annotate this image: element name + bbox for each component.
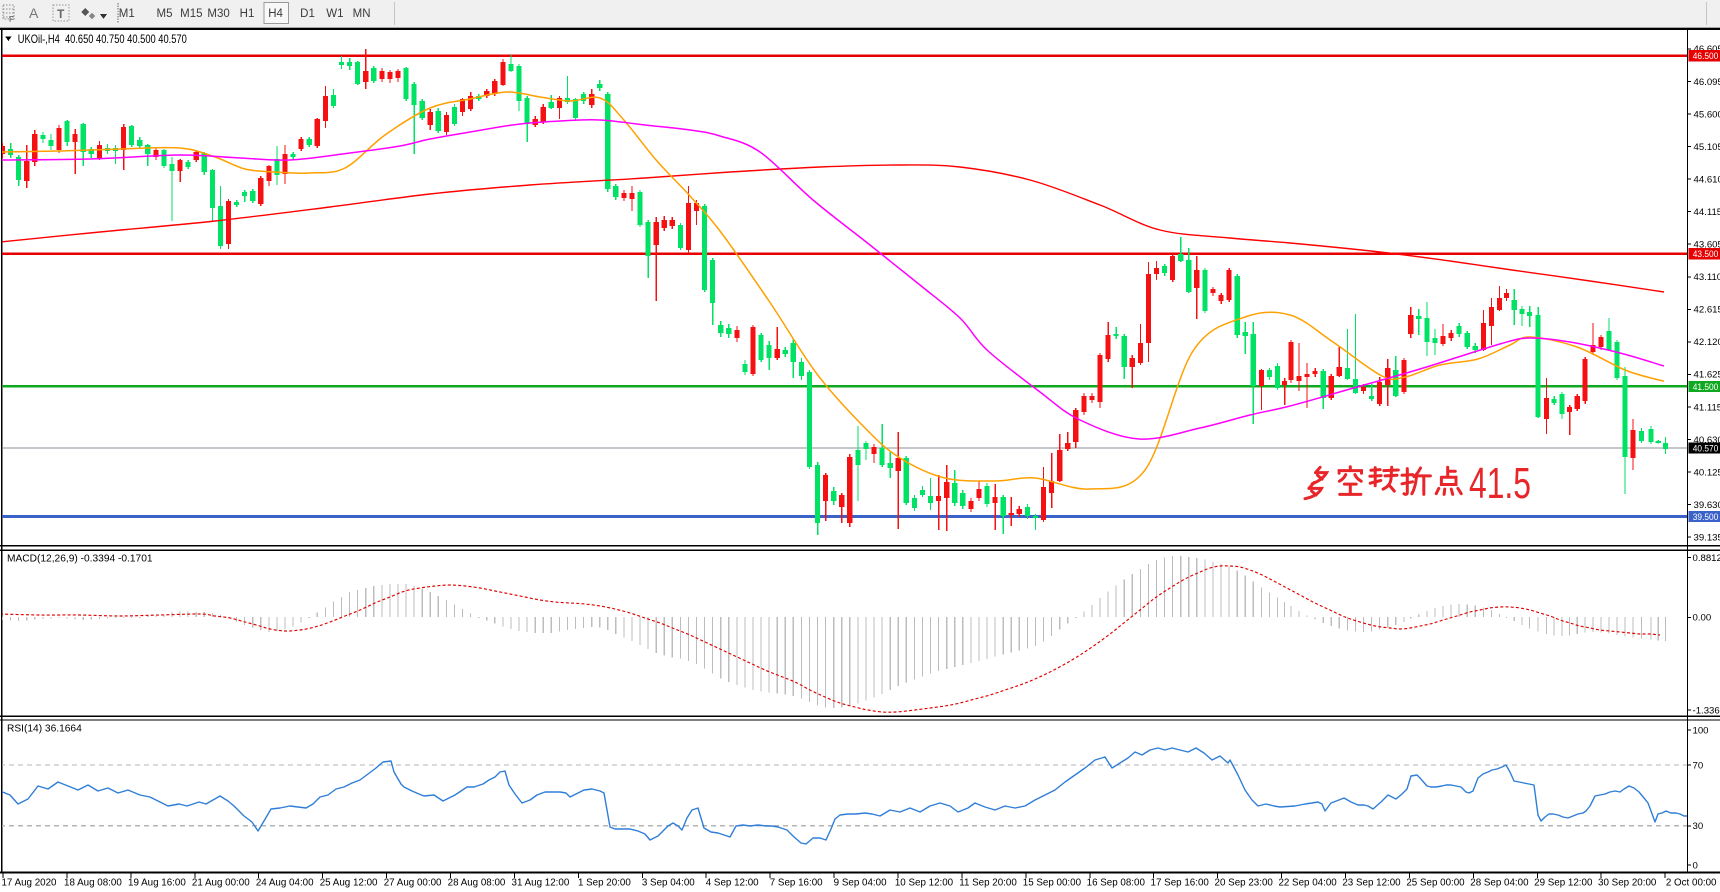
svg-text:70: 70	[1693, 760, 1704, 771]
svg-text:18 Aug 08:00: 18 Aug 08:00	[64, 878, 122, 889]
svg-text:45.600: 45.600	[1694, 109, 1720, 120]
svg-text:27 Aug 00:00: 27 Aug 00:00	[384, 878, 442, 889]
svg-text:40.570: 40.570	[1693, 443, 1719, 454]
svg-text:M30: M30	[207, 8, 229, 20]
svg-text:19 Aug 16:00: 19 Aug 16:00	[128, 878, 186, 889]
svg-text:40.630: 40.630	[1694, 435, 1720, 446]
svg-text:30: 30	[1693, 821, 1704, 832]
svg-text:17 Sep 16:00: 17 Sep 16:00	[1151, 878, 1210, 889]
svg-text:28 Aug 08:00: 28 Aug 08:00	[448, 878, 506, 889]
svg-text:4 Sep 12:00: 4 Sep 12:00	[706, 878, 759, 889]
svg-text:F: F	[9, 15, 14, 24]
svg-text:46.095: 46.095	[1694, 77, 1720, 88]
svg-text:RSI(14) 36.1664: RSI(14) 36.1664	[7, 724, 82, 735]
svg-text:H4: H4	[268, 8, 283, 20]
svg-text:9 Sep 04:00: 9 Sep 04:00	[834, 878, 887, 889]
svg-text:42.120: 42.120	[1694, 337, 1720, 348]
svg-text:16 Sep 08:00: 16 Sep 08:00	[1087, 878, 1146, 889]
svg-text:15 Sep 00:00: 15 Sep 00:00	[1023, 878, 1082, 889]
svg-text:44.115: 44.115	[1694, 207, 1720, 218]
svg-text:40.125: 40.125	[1694, 467, 1720, 478]
svg-text:25 Sep 00:00: 25 Sep 00:00	[1406, 878, 1465, 889]
svg-text:43.500: 43.500	[1693, 249, 1719, 260]
svg-text:39.500: 39.500	[1693, 512, 1719, 523]
svg-text:39.630: 39.630	[1694, 500, 1720, 511]
svg-text:10 Sep 12:00: 10 Sep 12:00	[895, 878, 954, 889]
svg-text:20 Sep 23:00: 20 Sep 23:00	[1215, 878, 1274, 889]
svg-text:0.00: 0.00	[1693, 613, 1712, 624]
svg-text:M1: M1	[119, 8, 135, 20]
svg-text:T: T	[57, 7, 65, 21]
svg-text:21 Aug 00:00: 21 Aug 00:00	[192, 878, 250, 889]
svg-text:22 Sep 04:00: 22 Sep 04:00	[1278, 878, 1337, 889]
svg-text:7 Sep 16:00: 7 Sep 16:00	[770, 878, 823, 889]
svg-text:25 Aug 12:00: 25 Aug 12:00	[320, 878, 378, 889]
svg-text:11 Sep 20:00: 11 Sep 20:00	[959, 878, 1017, 889]
svg-text:17 Aug 2020: 17 Aug 2020	[1, 878, 57, 889]
svg-text:39.135: 39.135	[1694, 533, 1720, 544]
svg-text:2 Oct 00:00: 2 Oct 00:00	[1666, 878, 1717, 889]
svg-text:3 Sep 04:00: 3 Sep 04:00	[642, 878, 695, 889]
svg-text:W1: W1	[326, 8, 343, 20]
svg-text:31 Aug 12:00: 31 Aug 12:00	[512, 878, 570, 889]
svg-text:100: 100	[1693, 725, 1709, 736]
svg-text:45.105: 45.105	[1694, 142, 1720, 153]
svg-text:M5: M5	[157, 8, 173, 20]
svg-text:41.625: 41.625	[1694, 370, 1720, 381]
svg-text:0.8812: 0.8812	[1693, 553, 1720, 564]
svg-text:D1: D1	[300, 8, 315, 20]
svg-text:MACD(12,26,9) -0.3394 -0.1701: MACD(12,26,9) -0.3394 -0.1701	[7, 554, 153, 565]
svg-text:UKOil-,H4 40.650 40.750 40.50: UKOil-,H4 40.650 40.750 40.500 40.570	[18, 33, 187, 46]
svg-text:30 Sep 20:00: 30 Sep 20:00	[1598, 878, 1657, 889]
svg-text:41.500: 41.500	[1693, 382, 1719, 393]
svg-text:43.110: 43.110	[1694, 272, 1720, 283]
svg-text:M15: M15	[180, 8, 202, 20]
svg-text:28 Sep 04:00: 28 Sep 04:00	[1470, 878, 1529, 889]
svg-text:MN: MN	[353, 8, 371, 20]
svg-text:1 Sep 20:00: 1 Sep 20:00	[578, 878, 631, 889]
svg-text:23 Sep 12:00: 23 Sep 12:00	[1342, 878, 1401, 889]
svg-text:A: A	[29, 5, 39, 21]
svg-text:46.500: 46.500	[1693, 51, 1719, 62]
svg-text:-1.3368: -1.3368	[1693, 705, 1720, 716]
svg-text:41.115: 41.115	[1694, 402, 1720, 413]
svg-text:29 Sep 12:00: 29 Sep 12:00	[1534, 878, 1593, 889]
svg-text:41.5: 41.5	[1469, 459, 1531, 508]
svg-text:46.605: 46.605	[1694, 44, 1720, 55]
svg-text:24 Aug 04:00: 24 Aug 04:00	[256, 878, 314, 889]
svg-text:42.615: 42.615	[1694, 305, 1720, 316]
svg-text:0: 0	[1693, 860, 1698, 871]
svg-text:44.610: 44.610	[1694, 174, 1720, 185]
svg-text:H1: H1	[240, 8, 255, 20]
svg-text:43.605: 43.605	[1694, 240, 1720, 251]
